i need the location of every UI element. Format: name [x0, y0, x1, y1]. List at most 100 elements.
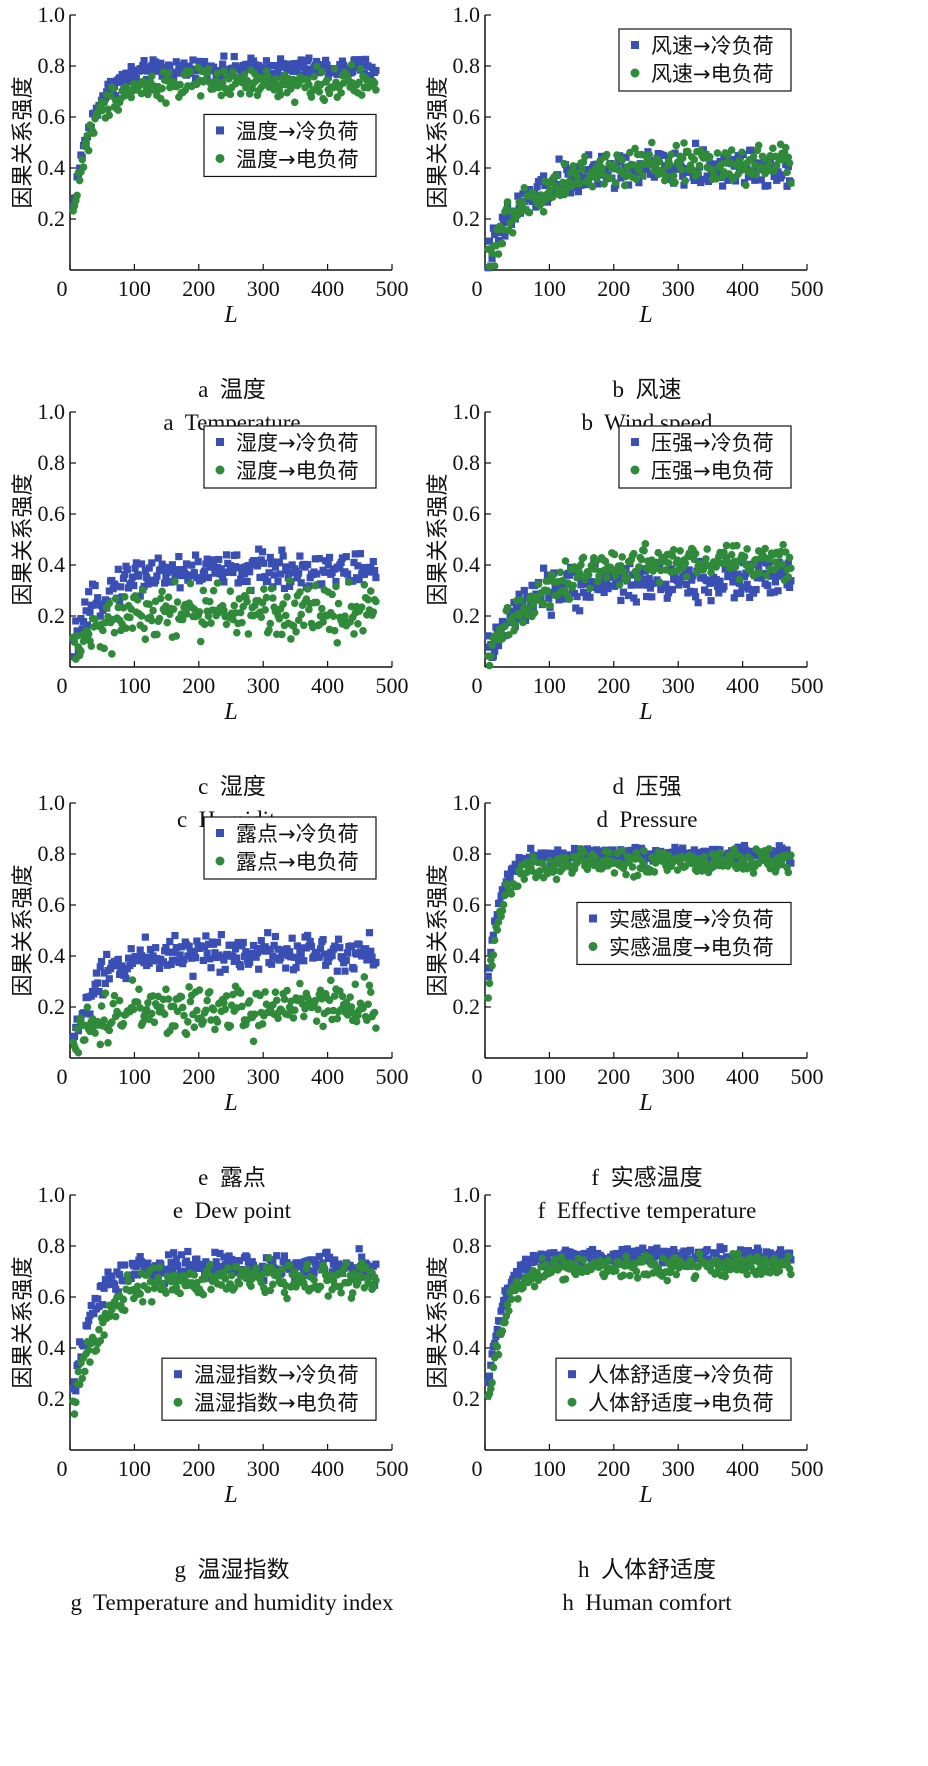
data-point: [99, 1301, 107, 1309]
data-point: [194, 558, 202, 566]
data-point: [118, 962, 126, 970]
data-point: [506, 873, 514, 882]
data-point: [640, 546, 648, 555]
data-point: [100, 969, 108, 977]
data-point: [347, 942, 356, 950]
data-point: [184, 1247, 192, 1256]
data-point: [296, 552, 304, 560]
data-point: [511, 1286, 520, 1295]
data-point: [618, 846, 626, 855]
data-point: [81, 598, 89, 606]
data-point: [351, 980, 360, 989]
data-point: [190, 1271, 199, 1279]
data-point: [320, 1264, 329, 1272]
data-point: [338, 57, 347, 65]
data-point: [202, 560, 210, 568]
data-point: [212, 1258, 220, 1266]
data-point: [280, 1288, 289, 1297]
y-tick-label: 0.6: [38, 104, 66, 129]
data-point: [164, 995, 173, 1003]
data-point: [229, 990, 237, 999]
data-point: [503, 198, 512, 206]
data-point: [169, 605, 178, 614]
data-point: [149, 1273, 157, 1281]
data-point: [295, 957, 303, 965]
data-point: [539, 208, 548, 216]
data-point: [533, 183, 541, 191]
data-point: [137, 560, 146, 568]
data-point: [267, 960, 276, 968]
data-point: [619, 567, 628, 576]
data-point: [200, 943, 209, 951]
data-point: [147, 616, 156, 625]
x-axis-title: L: [223, 302, 237, 328]
data-point: [720, 1245, 728, 1253]
data-point: [783, 846, 791, 854]
data-point: [734, 570, 742, 578]
data-point: [706, 854, 714, 862]
data-point: [754, 141, 763, 150]
data-point: [123, 565, 131, 574]
data-point: [678, 154, 687, 162]
data-point: [205, 987, 214, 996]
data-point: [281, 611, 290, 620]
data-point: [530, 581, 539, 590]
data-point: [235, 1279, 244, 1288]
data-point: [205, 597, 214, 606]
data-point: [225, 568, 233, 576]
x-tick-label: 400: [311, 673, 344, 698]
data-point: [592, 846, 601, 854]
data-point: [103, 950, 111, 958]
data-point: [173, 69, 182, 77]
data-point: [366, 587, 375, 595]
data-point: [610, 550, 619, 559]
data-point: [573, 172, 581, 181]
data-point: [270, 571, 278, 579]
data-point: [109, 999, 117, 1008]
data-point: [313, 949, 321, 957]
data-point: [719, 182, 727, 190]
data-point: [256, 573, 264, 581]
data-point: [643, 164, 651, 172]
data-point: [538, 859, 547, 867]
data-point: [787, 179, 795, 187]
data-point: [100, 1331, 108, 1339]
data-point: [369, 608, 378, 616]
data-point: [691, 139, 700, 147]
data-point: [369, 1283, 378, 1292]
data-point: [283, 986, 291, 995]
data-point: [172, 944, 180, 952]
data-point: [681, 569, 689, 577]
data-point: [647, 138, 656, 147]
data-point: [162, 99, 170, 107]
data-point: [76, 164, 84, 172]
data-point: [747, 146, 755, 154]
data-point: [138, 1018, 147, 1027]
data-point: [182, 1030, 191, 1039]
data-point: [81, 1009, 89, 1017]
data-point: [771, 578, 780, 586]
data-point: [135, 985, 143, 994]
data-point: [773, 176, 781, 184]
legend-box: [618, 425, 792, 489]
data-point: [484, 972, 492, 980]
data-point: [178, 1003, 187, 1012]
data-point: [147, 72, 156, 80]
data-point: [164, 948, 173, 956]
data-point: [100, 644, 108, 653]
data-point: [226, 1022, 235, 1030]
data-point: [770, 588, 778, 596]
data-point: [355, 940, 363, 948]
data-point: [671, 843, 679, 852]
y-tick-label: 0.6: [38, 892, 66, 917]
data-point: [79, 163, 88, 171]
data-point: [320, 950, 328, 958]
y-tick-label: 0.6: [38, 501, 66, 526]
data-point: [190, 1023, 199, 1031]
y-axis-title: 因果关系强度: [426, 76, 451, 208]
legend-marker-circle: [588, 941, 598, 951]
data-point: [351, 1264, 359, 1272]
data-point: [488, 254, 496, 262]
data-point: [708, 160, 716, 168]
data-point: [293, 574, 301, 582]
